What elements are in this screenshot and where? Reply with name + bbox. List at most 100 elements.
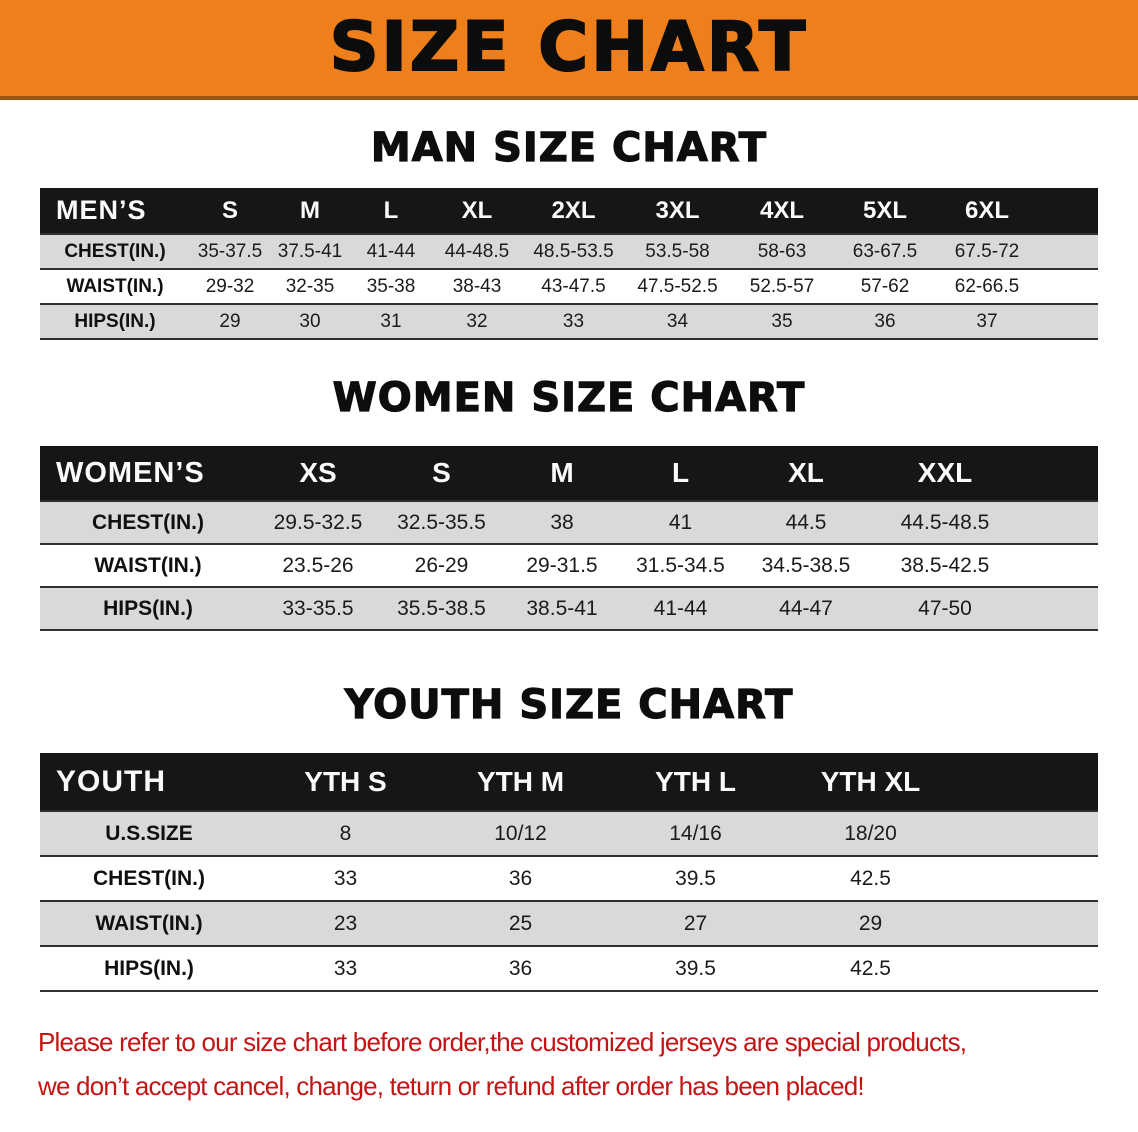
women-header-row: WOMEN’S XS S M L XL XXL — [40, 446, 1098, 501]
size-cell: 57-62 — [860, 275, 910, 297]
row-label: WAIST(IN.) — [94, 553, 202, 577]
size-cell: 63-67.5 — [852, 240, 918, 262]
size-cell: 41 — [668, 510, 693, 534]
row-label: HIPS(IN.) — [104, 956, 194, 980]
men-size-header: 2XL — [522, 188, 625, 234]
youth-table-label: YOUTH — [40, 753, 258, 811]
row-label: CHEST(IN.) — [64, 240, 166, 262]
size-cell: 25 — [508, 911, 533, 935]
size-cell: 52.5-57 — [749, 275, 815, 297]
size-cell: 42.5 — [850, 956, 891, 980]
size-cell: 8 — [339, 821, 352, 845]
size-cell: 35-38 — [366, 275, 416, 297]
women-size-header: XXL — [872, 446, 1018, 501]
man-size-chart-heading: MAN SIZE CHART — [370, 125, 768, 171]
size-cell: 10/12 — [494, 821, 547, 845]
men-size-header: L — [350, 188, 432, 234]
size-cell: 36 — [874, 310, 896, 332]
men-table-label: MEN’S — [40, 188, 190, 234]
size-cell: 38-43 — [452, 275, 502, 297]
size-cell: 29-32 — [205, 275, 255, 297]
size-cell: 44.5 — [785, 510, 827, 534]
size-cell: 32.5-35.5 — [397, 510, 486, 534]
size-cell: 18/20 — [844, 821, 897, 845]
row-label: CHEST(IN.) — [93, 866, 205, 890]
men-size-header: 5XL — [834, 188, 936, 234]
disclaimer-line-2: we don’t accept cancel, change, teturn o… — [38, 1071, 865, 1101]
youth-size-table: YOUTH YTH S YTH M YTH L YTH XL U.S.SIZE … — [40, 753, 1098, 992]
youth-size-header: YTH L — [608, 753, 783, 811]
men-chest-row: CHEST(IN.) 35-37.5 37.5-41 41-44 44-48.5… — [40, 234, 1098, 269]
size-cell: 43-47.5 — [541, 275, 606, 297]
men-size-header: 3XL — [625, 188, 730, 234]
size-cell: 31.5-34.5 — [636, 553, 725, 577]
size-chart-banner: SIZE CHART — [0, 0, 1138, 100]
women-size-header: S — [380, 446, 503, 501]
size-cell: 32-35 — [285, 275, 335, 297]
women-size-table: WOMEN’S XS S M L XL XXL CHEST(IN.) 29.5-… — [40, 446, 1098, 631]
size-cell: 32 — [466, 310, 488, 332]
size-chart-title: SIZE CHART — [329, 8, 809, 87]
size-cell: 44.5-48.5 — [900, 510, 990, 534]
men-header-row: MEN’S S M L XL 2XL 3XL 4XL 5XL 6XL — [40, 188, 1098, 234]
size-cell: 33 — [562, 310, 585, 332]
size-cell: 35 — [771, 310, 793, 332]
spacer-cell — [958, 946, 1098, 991]
size-cell: 41-44 — [366, 240, 416, 262]
women-table-label: WOMEN’S — [40, 446, 256, 501]
women-size-header: L — [621, 446, 740, 501]
women-chest-row: CHEST(IN.) 29.5-32.5 32.5-35.5 38 41 44.… — [40, 501, 1098, 544]
youth-hips-row: HIPS(IN.) 33 36 39.5 42.5 — [40, 946, 1098, 991]
women-size-header: M — [503, 446, 621, 501]
size-cell: 23.5-26 — [282, 553, 354, 577]
size-cell: 37 — [976, 310, 998, 332]
youth-chest-row: CHEST(IN.) 33 36 39.5 42.5 — [40, 856, 1098, 901]
spacer-cell — [1018, 587, 1098, 630]
size-cell: 48.5-53.5 — [533, 240, 614, 262]
size-cell: 26-29 — [414, 553, 469, 577]
spacer-cell — [1038, 234, 1098, 269]
men-waist-row: WAIST(IN.) 29-32 32-35 35-38 38-43 43-47… — [40, 269, 1098, 304]
size-cell: 29-31.5 — [526, 553, 598, 577]
size-cell: 30 — [299, 310, 321, 332]
spacer-cell — [1038, 304, 1098, 339]
spacer-cell — [1038, 188, 1098, 234]
size-cell: 35.5-38.5 — [397, 596, 486, 620]
row-label: U.S.SIZE — [105, 821, 193, 845]
size-cell: 33-35.5 — [282, 596, 354, 620]
size-cell: 41-44 — [653, 596, 708, 620]
youth-ussize-row: U.S.SIZE 8 10/12 14/16 18/20 — [40, 811, 1098, 856]
size-cell: 27 — [683, 911, 708, 935]
youth-size-header: YTH M — [433, 753, 608, 811]
men-size-header: M — [270, 188, 350, 234]
youth-header-row: YOUTH YTH S YTH M YTH L YTH XL — [40, 753, 1098, 811]
size-cell: 42.5 — [850, 866, 891, 890]
men-size-header: 4XL — [730, 188, 834, 234]
size-cell: 38.5-42.5 — [900, 553, 990, 577]
men-size-header: S — [190, 188, 270, 234]
disclaimer-line-1: Please refer to our size chart before or… — [38, 1027, 967, 1057]
size-cell: 58-63 — [757, 240, 807, 262]
row-label: HIPS(IN.) — [103, 596, 193, 620]
size-cell: 29 — [858, 911, 883, 935]
spacer-cell — [958, 811, 1098, 856]
row-label: HIPS(IN.) — [74, 310, 156, 332]
row-label: CHEST(IN.) — [92, 510, 204, 534]
spacer-cell — [1018, 446, 1098, 501]
size-cell: 44-48.5 — [444, 240, 510, 262]
size-cell: 14/16 — [669, 821, 722, 845]
size-cell: 33 — [333, 866, 358, 890]
size-cell: 23 — [333, 911, 358, 935]
size-cell: 44-47 — [779, 596, 833, 620]
youth-size-header: YTH S — [258, 753, 433, 811]
size-cell: 39.5 — [675, 866, 716, 890]
size-cell: 53.5-58 — [645, 240, 710, 262]
spacer-cell — [958, 856, 1098, 901]
men-size-header: XL — [432, 188, 522, 234]
women-size-header: XS — [256, 446, 380, 501]
size-cell: 35-37.5 — [197, 240, 263, 262]
size-cell: 36 — [508, 866, 533, 890]
size-cell: 67.5-72 — [954, 240, 1020, 262]
spacer-cell — [1038, 269, 1098, 304]
size-cell: 29.5-32.5 — [273, 510, 363, 534]
